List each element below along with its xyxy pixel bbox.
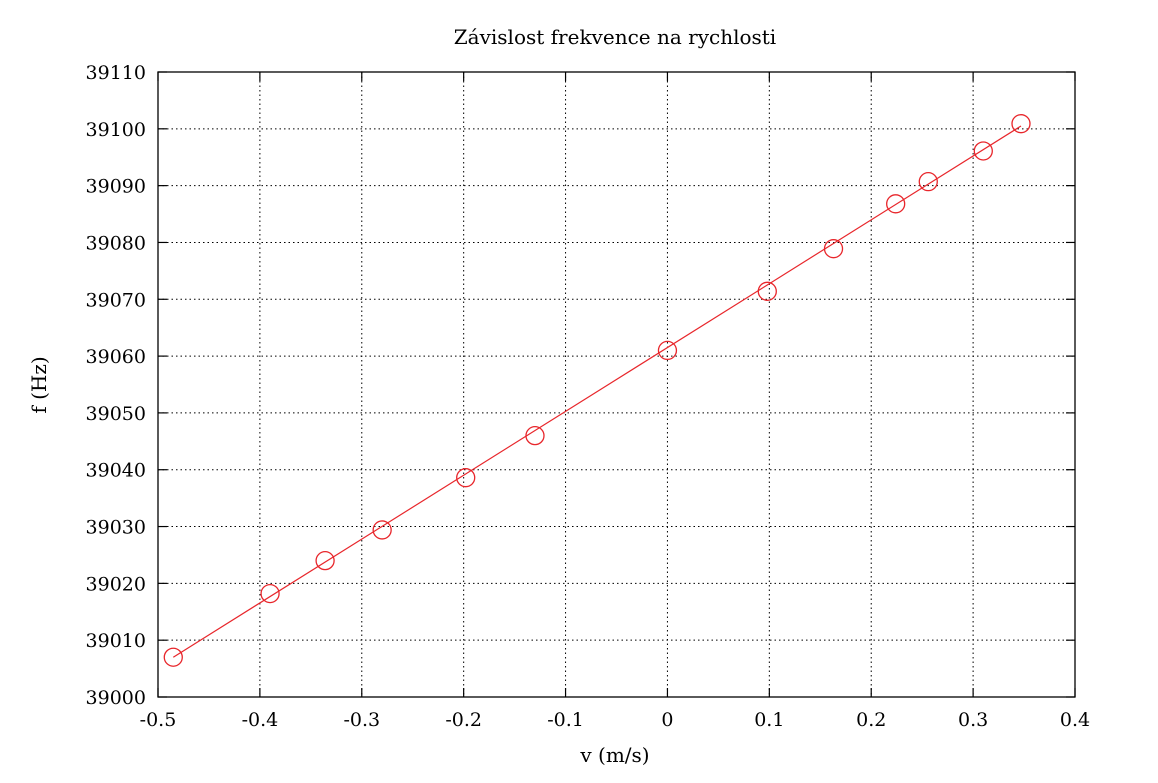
data-point — [886, 194, 906, 214]
y-tick-label: 39110 — [86, 62, 146, 84]
y-tick-label: 39020 — [86, 573, 146, 595]
x-axis-label: v (m/s) — [579, 743, 649, 767]
y-ticks: 39000 39010 39020 39030 39040 39050 39060 39070… — [86, 62, 1075, 709]
x-ticks: -0.5 -0.4 -0.3 -0.2 -0.1 0 0.1 0.2 0.3 0.4 — [140, 72, 1090, 731]
data-point — [918, 172, 938, 192]
x-tick-label: 0.2 — [856, 709, 886, 731]
data-point — [1011, 114, 1031, 134]
x-tick-label: -0.3 — [343, 709, 380, 731]
x-tick-label: -0.2 — [445, 709, 482, 731]
y-tick-label: 39080 — [86, 232, 146, 254]
data-point — [315, 550, 335, 571]
y-tick-label: 39040 — [86, 460, 146, 482]
y-tick-label: 39030 — [86, 517, 146, 539]
fit-line-group — [172, 125, 1022, 658]
grid-lines — [158, 72, 1075, 697]
data-point — [757, 281, 777, 301]
plot-frame — [157, 71, 1076, 698]
y-tick-label: 39060 — [86, 346, 146, 368]
y-tick-label: 39070 — [86, 289, 146, 311]
data-points — [163, 114, 1031, 667]
fit-line — [172, 125, 1022, 658]
y-tick-label: 39000 — [86, 687, 146, 709]
y-tick-label: 39100 — [86, 119, 146, 141]
x-tick-label: 0.1 — [754, 709, 784, 731]
y-tick-label: 39050 — [86, 403, 146, 425]
data-point — [823, 239, 844, 259]
data-point — [456, 468, 476, 488]
data-point — [372, 520, 392, 540]
data-point — [657, 340, 678, 361]
data-point — [163, 647, 183, 667]
x-tick-label: 0.4 — [1060, 709, 1090, 731]
x-tick-label: -0.1 — [547, 709, 584, 731]
x-tick-label: -0.4 — [242, 709, 279, 731]
y-axis-label: f (Hz) — [27, 356, 51, 413]
y-tick-label: 39010 — [86, 630, 146, 652]
chart-title: Závislost frekvence na rychlosti — [454, 25, 776, 49]
x-tick-label: 0 — [661, 709, 673, 731]
data-point — [973, 141, 993, 161]
data-point — [260, 583, 280, 604]
data-point — [525, 425, 545, 446]
x-tick-label: -0.5 — [140, 709, 177, 731]
x-tick-label: 0.3 — [958, 709, 988, 731]
y-tick-label: 39090 — [86, 176, 146, 198]
